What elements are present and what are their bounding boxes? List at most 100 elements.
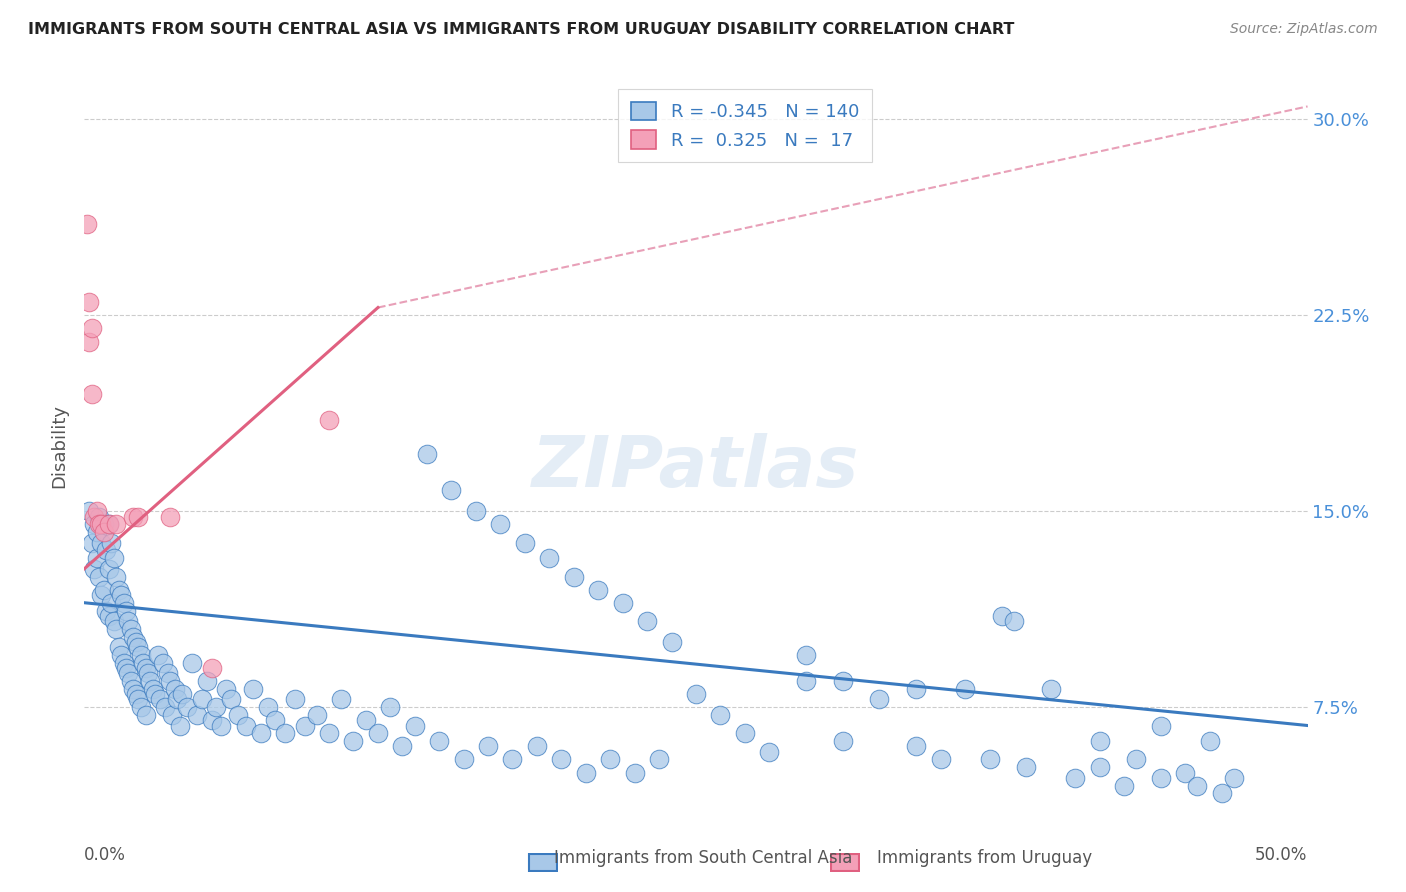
Point [76,217,98,231]
Point [97,517,120,532]
Point [464,504,486,518]
Text: 0.0%: 0.0% [84,846,127,863]
Point [96,543,118,558]
Point [176,700,198,714]
Point [831,674,853,689]
Point [135,708,157,723]
Y-axis label: Disability: Disability [51,404,69,488]
Point [135,661,157,675]
Point [181,656,204,670]
Point [97,608,120,623]
Point [209,718,232,732]
Point [83,517,105,532]
Point [200,661,222,675]
Point [709,708,731,723]
Point [103,551,125,566]
Point [538,551,561,566]
Point [122,630,145,644]
Point [1114,779,1136,793]
Point [330,692,353,706]
Point [1150,771,1173,785]
Point [139,674,162,689]
Point [1039,681,1062,696]
Point [143,687,166,701]
Point [107,640,129,655]
Point [86,551,108,566]
Point [93,525,115,540]
Point [97,562,120,576]
Point [77,334,100,349]
Point [195,674,218,689]
Point [96,603,118,617]
Point [162,708,184,723]
Point [1198,734,1220,748]
Point [110,648,132,662]
Text: 50.0%: 50.0% [1256,846,1308,863]
Point [83,562,105,576]
Point [562,569,585,583]
Point [103,614,125,628]
Point [586,582,609,597]
Point [1125,752,1147,766]
Point [391,739,413,754]
Point [318,413,340,427]
Point [758,745,780,759]
Point [122,509,145,524]
Point [117,614,139,628]
Point [342,734,364,748]
Point [159,509,181,524]
Point [105,622,128,636]
Point [427,734,450,748]
Point [1187,779,1209,793]
Point [636,614,658,628]
Point [105,569,128,583]
Point [200,714,222,728]
Point [86,504,108,518]
Point [599,752,621,766]
Point [205,700,228,714]
Point [149,692,172,706]
Point [264,714,287,728]
Point [440,483,463,498]
Point [929,752,952,766]
Point [117,666,139,681]
Point [249,726,271,740]
Point [318,726,340,740]
Point [513,535,536,549]
Point [624,765,647,780]
Point [284,692,307,706]
Point [115,603,138,617]
Point [122,681,145,696]
Point [120,674,142,689]
Point [794,674,817,689]
Point [979,752,1001,766]
Point [215,681,238,696]
Text: ZIPatlas: ZIPatlas [533,434,859,502]
Point [90,517,112,532]
Point [1211,787,1233,801]
Point [661,635,683,649]
Point [112,656,135,670]
Point [125,687,148,701]
Text: Immigrants from South Central Asia: Immigrants from South Central Asia [554,849,852,867]
Point [77,295,100,310]
Point [77,504,100,518]
Point [86,525,108,540]
Point [146,648,169,662]
Point [1174,765,1197,780]
Point [112,596,135,610]
Point [1064,771,1087,785]
Point [734,726,756,740]
Point [274,726,297,740]
Point [953,681,976,696]
Point [169,718,191,732]
Point [127,640,149,655]
Point [905,681,928,696]
Point [831,734,853,748]
Point [991,608,1014,623]
Point [305,708,328,723]
Point [153,700,176,714]
Point [416,447,439,461]
Point [235,718,257,732]
Point [110,588,132,602]
